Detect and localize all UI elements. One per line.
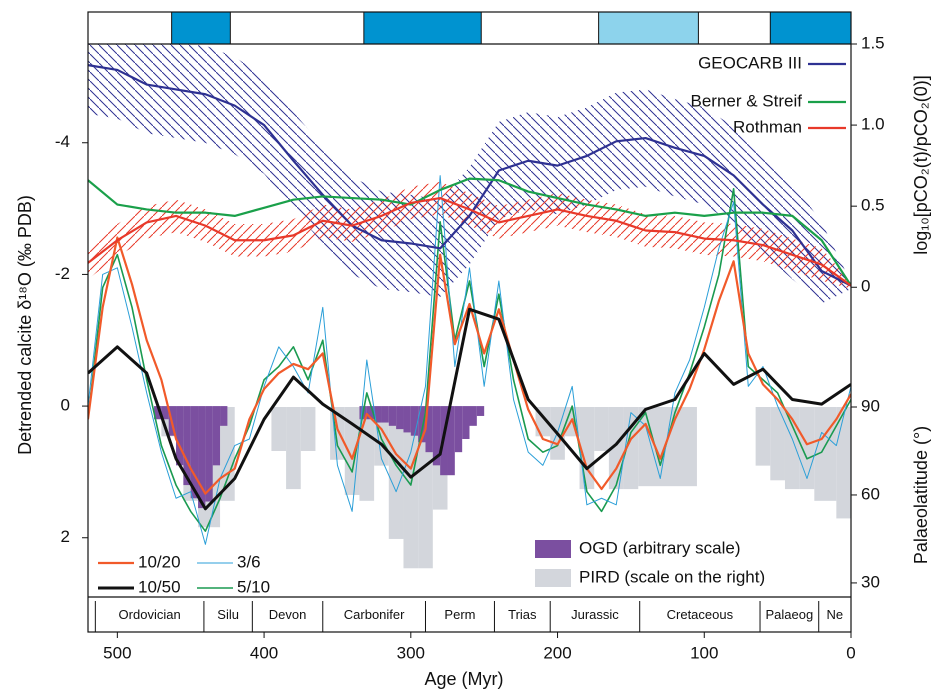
period-label: Ne [827, 607, 844, 622]
y2-tick-label: 0 [861, 277, 870, 296]
uncertainty-band [88, 44, 851, 304]
ogd-bar [418, 406, 426, 443]
series-line [88, 236, 851, 495]
y3-tick-label: 60 [861, 484, 880, 503]
ogd-bar [447, 406, 455, 476]
y-tick-label: -4 [55, 132, 70, 151]
x-tick-label: 0 [846, 643, 855, 662]
series-line [88, 307, 851, 511]
period-label: Palaeog [766, 607, 814, 622]
series-line [88, 177, 851, 287]
ogd-bar [220, 406, 228, 426]
x-axis-label: Age (Myr) [424, 669, 503, 689]
ogd-bar [366, 406, 375, 420]
pird-bar [286, 406, 301, 490]
legend-label: PIRD (scale on the right) [579, 567, 765, 586]
series-line [88, 196, 851, 287]
ogd-bar [425, 406, 433, 453]
pird-bar [608, 406, 624, 490]
period-label: Devon [269, 607, 307, 622]
period-label: Jurassic [571, 607, 619, 622]
ogd-bar [403, 406, 411, 433]
ogd-bar [183, 406, 191, 486]
y2-axis-label: log₁₀[pCO₂(t)/pCO₂(0)] [911, 75, 931, 255]
ogd-bar [154, 406, 162, 420]
x-tick-label: 500 [103, 643, 131, 662]
series-line [88, 188, 851, 532]
climate-interval [598, 11, 699, 45]
climate-interval [363, 11, 482, 45]
ogd-bar [476, 406, 485, 416]
plot-layer [88, 44, 851, 569]
pird-bar [388, 406, 404, 539]
ogd-bar [462, 406, 470, 439]
legend-label: 10/50 [138, 577, 181, 596]
y3-axis-label: Palaeolatitude (°) [911, 426, 931, 564]
pird-bar [220, 406, 235, 501]
y3-tick-label: 90 [861, 396, 880, 415]
pird-bar [755, 406, 771, 466]
climate-interval [171, 11, 231, 45]
ogd-bar [374, 406, 382, 423]
period-label: Cretaceous [667, 607, 734, 622]
y-axis-label: Detrended calcite δ¹⁸O (‰ PDB) [15, 195, 35, 455]
legend-swatch [535, 540, 571, 558]
ogd-bar [396, 406, 404, 430]
ogd-bar [176, 406, 184, 466]
ogd-bar [212, 406, 221, 466]
ogd-bar [454, 406, 463, 453]
pird-bar [836, 406, 851, 519]
period-label: Trias [508, 607, 537, 622]
pird-bar [770, 406, 785, 481]
ogd-bar [388, 406, 397, 426]
ogd-bar [469, 406, 477, 426]
x-tick-label: 200 [543, 643, 571, 662]
ogd-bar [205, 406, 213, 502]
plot-frame [87, 11, 852, 633]
y2-tick-label: 0.5 [861, 196, 885, 215]
climate-interval [769, 11, 852, 45]
ogd-bar [432, 406, 441, 466]
period-label: Silu [217, 607, 239, 622]
legend-label: Berner & Streif [691, 91, 803, 110]
x-tick-label: 300 [397, 643, 425, 662]
period-label: Carbonifer [344, 607, 405, 622]
y2-tick-label: 1.0 [861, 115, 885, 134]
ogd-bar [410, 406, 419, 436]
pird-bar [594, 406, 609, 451]
ogd-bar [381, 406, 389, 423]
y3-tick-label: 30 [861, 572, 880, 591]
series-line [88, 63, 851, 287]
legend-label: 10/20 [138, 552, 181, 571]
x-tick-label: 400 [250, 643, 278, 662]
axes-layer: Ordovician Silu Devon Carbonifer Perm Trias Ju… [55, 11, 885, 662]
ogd-bar [161, 406, 169, 420]
legend-label: 3/6 [237, 552, 261, 571]
uncertainty-band [88, 181, 851, 289]
legend-label: Rothman [733, 117, 802, 136]
legend-label: 5/10 [237, 577, 270, 596]
background-layer [171, 11, 852, 45]
pird-bar [814, 406, 837, 501]
x-tick-label: 100 [690, 643, 718, 662]
pird-bar [271, 406, 287, 451]
period-label: Ordovician [119, 607, 181, 622]
period-label: Perm [444, 607, 475, 622]
ogd-bar [190, 406, 199, 499]
y-tick-label: 2 [61, 527, 70, 546]
y2-tick-label: 1.5 [861, 33, 885, 52]
legend-label: OGD (arbitrary scale) [579, 538, 741, 557]
pird-bar [300, 406, 316, 451]
legend-label: GEOCARB III [698, 53, 802, 72]
legend-swatch [535, 569, 571, 587]
pird-bar [403, 406, 419, 569]
ogd-bar [198, 406, 206, 509]
y-tick-label: 0 [61, 396, 70, 415]
y-tick-label: -2 [55, 264, 70, 283]
